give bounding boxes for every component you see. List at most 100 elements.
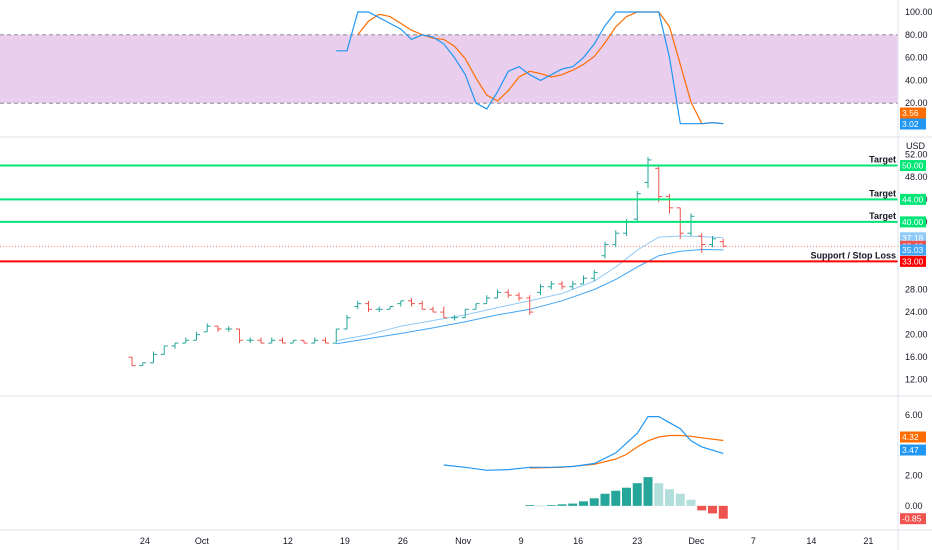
price-tick-label: 24.00	[905, 307, 928, 317]
level-tag: 50.00	[900, 160, 926, 172]
stoch-tick-label: 100.00	[905, 7, 932, 17]
macd-tick-label: 6.00	[905, 410, 923, 420]
time-tick-label: 9	[519, 536, 524, 546]
price-tick-label: 52.00	[905, 149, 928, 159]
ohlc-bar	[386, 305, 394, 310]
ohlc-bar	[246, 337, 254, 344]
ohlc-bar	[633, 190, 641, 222]
macd-histogram-bar	[708, 505, 717, 514]
macd-line-tag: 3.47	[900, 444, 926, 456]
ohlc-bar	[451, 314, 458, 321]
ohlc-bar	[483, 295, 491, 305]
ohlc-bar	[397, 300, 405, 307]
macd-signal-line	[529, 434, 724, 469]
price-tick-label: 28.00	[905, 285, 928, 295]
level-annotation: Support / Stop Loss	[811, 250, 897, 260]
ohlc-bar	[580, 275, 587, 285]
ohlc-bar	[332, 328, 340, 344]
price-tick-label: 20.00	[905, 330, 928, 340]
time-tick-label: 21	[863, 536, 873, 546]
ohlc-bar	[128, 356, 136, 367]
macd-histogram-bar	[525, 505, 535, 506]
macd-histogram-bar	[622, 487, 631, 506]
stoch-tick-label: 40.00	[905, 75, 928, 85]
price-label-tag: 35.03	[900, 244, 926, 256]
stoch-band-zone	[0, 34, 898, 104]
price-label-tag-box	[900, 232, 926, 244]
stoch-d-tag-box	[900, 107, 926, 119]
time-tick-label: 16	[573, 536, 583, 546]
ohlc-bar	[709, 236, 716, 248]
stoch-k-tag-text: 3.02	[902, 119, 919, 129]
ohlc-bar	[311, 337, 319, 344]
ohlc-bar	[612, 230, 620, 248]
macd-line-tag-text: 3.47	[902, 445, 919, 455]
right-price-axis[interactable]: 100.0080.0060.0040.0020.003.563.0252.004…	[900, 7, 932, 525]
time-axis[interactable]: 24 Oct 12 19 26 Nov 9 16 23 Dec 7 14 21	[140, 536, 873, 546]
ohlc-bar	[300, 339, 308, 344]
macd-tick-label: 2.00	[905, 471, 923, 481]
macd-histogram-bar	[579, 501, 588, 506]
macd-line	[443, 416, 724, 471]
ohlc-bar	[268, 337, 276, 344]
macd-signal-tag-box	[900, 431, 926, 443]
ohlc-bar	[461, 308, 469, 319]
time-tick-label: Dec	[688, 536, 705, 546]
macd-histogram-bar	[536, 505, 545, 507]
ohlc-bar	[203, 323, 211, 333]
ohlc-bar	[236, 328, 243, 344]
ohlc-bar	[472, 303, 480, 310]
time-tick-label: 19	[340, 536, 350, 546]
ohlc-bar	[676, 207, 684, 239]
ohlc-bar	[375, 306, 383, 313]
price-label-tag-text: 35.03	[902, 245, 924, 255]
ohlc-bar	[171, 342, 179, 349]
macd-signal-tag-text: 4.32	[902, 432, 919, 442]
time-tick-label: 26	[398, 536, 408, 546]
ohlc-bar	[322, 337, 329, 344]
ohlc-bar	[279, 337, 286, 344]
macd-signal-tag: 4.32	[900, 431, 926, 443]
ohlc-bar	[440, 306, 448, 319]
ohlc-bar	[537, 283, 544, 296]
macd-histogram-bar	[665, 489, 674, 506]
macd-tick-label: 0.00	[905, 501, 923, 511]
ohlc-bar	[257, 337, 265, 344]
macd-histogram-bar	[589, 498, 599, 506]
macd-histogram-bar	[568, 503, 578, 506]
macd-hist-tag: -0.85	[900, 513, 926, 525]
time-tick-label: Oct	[195, 536, 210, 546]
macd-histogram-bar	[686, 499, 696, 506]
macd-histogram-bar	[557, 504, 567, 506]
level-tag-box	[900, 216, 926, 228]
ohlc-bar	[655, 165, 663, 203]
ohlc-bar	[365, 300, 372, 313]
level-tag: 40.00	[900, 216, 926, 228]
ohlc-bar	[590, 269, 598, 282]
price-pane: Target Target Target Support / Stop Loss	[0, 155, 898, 367]
price-label-tag-text: 37.18	[902, 233, 924, 243]
macd-histogram-bar	[632, 483, 642, 506]
level-tag: 44.00	[900, 193, 926, 205]
ohlc-bar	[408, 298, 415, 307]
stoch-tick-label: 80.00	[905, 30, 928, 40]
ohlc-bar	[225, 326, 233, 332]
ohlc-bar	[494, 289, 501, 299]
time-tick-label: 14	[806, 536, 816, 546]
macd-hist-tag-box	[900, 513, 926, 525]
time-tick-label: 7	[751, 536, 756, 546]
ohlc-bar	[289, 339, 297, 344]
stochastic-pane	[0, 11, 898, 125]
macd-hist-tag-text: -0.85	[902, 514, 922, 524]
ohlc-bar	[160, 345, 168, 355]
macd-histogram-bar	[697, 505, 707, 511]
ohlc-bar	[526, 295, 534, 315]
ohlc-bar	[687, 213, 695, 236]
macd-histogram-bar	[546, 505, 556, 506]
sma-line	[336, 248, 724, 345]
level-tag-box	[900, 160, 926, 172]
ohlc-bar	[569, 281, 577, 290]
ohlc-bar	[515, 292, 523, 301]
stoch-d-line	[357, 11, 724, 125]
ohlc-bar	[429, 306, 437, 313]
